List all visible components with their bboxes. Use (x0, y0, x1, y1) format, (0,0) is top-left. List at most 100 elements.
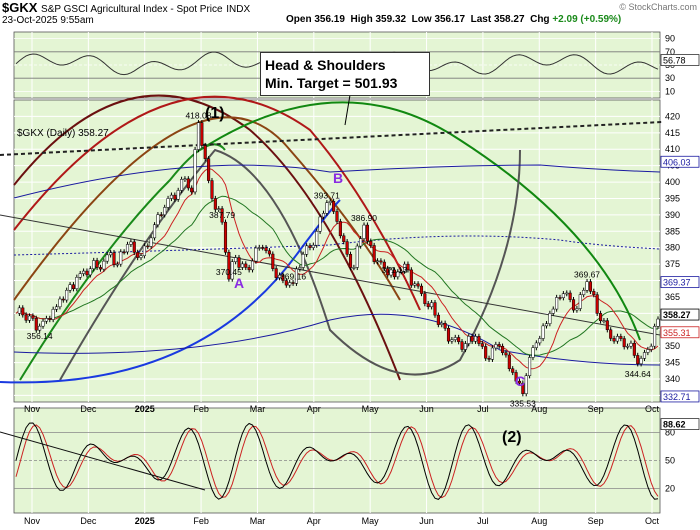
price-candle (419, 285, 424, 294)
last-value-tag (660, 155, 700, 168)
last-value-text: 355.31 (663, 328, 691, 338)
price-candle (440, 322, 444, 325)
x-axis-label-lower: Nov (24, 516, 41, 526)
neckline-dotted (0, 121, 663, 156)
price-candle (305, 245, 309, 255)
price-annotation: 356.14 (27, 331, 53, 341)
price-candle (217, 208, 221, 210)
price-candle (568, 292, 572, 300)
price-candle (166, 198, 170, 208)
price-candle (207, 158, 211, 181)
price-annotation: 370.45 (216, 267, 242, 277)
price-candle (38, 325, 42, 331)
price-candle (254, 247, 258, 262)
price-candle (176, 190, 180, 200)
price-candle (315, 231, 319, 246)
price-candle (190, 187, 194, 193)
x-axis-label: Apr (307, 404, 321, 414)
price-candle (61, 298, 65, 301)
price-candle (105, 254, 109, 262)
price-candle (95, 260, 99, 268)
x-axis-label: Jun (419, 404, 434, 414)
price-candle (369, 240, 373, 246)
price-candle (382, 261, 386, 269)
x-axis-label: Jul (477, 404, 489, 414)
price-candle (646, 349, 650, 353)
price-candle (399, 270, 403, 273)
price-candle (237, 257, 241, 268)
x-axis-label-lower: Feb (193, 516, 209, 526)
price-candle (605, 320, 609, 331)
datetime: 23-Oct-2025 9:55am (2, 15, 94, 26)
stoch-axis-label: 20 (665, 483, 675, 493)
price-candle (649, 345, 653, 350)
price-candle (163, 207, 167, 216)
last-value-tag (660, 276, 700, 289)
price-candle (619, 336, 623, 339)
price-candle (250, 260, 255, 271)
price-candle (227, 252, 231, 280)
price-axis-label: 420 (665, 111, 680, 121)
cycle-arc-brown (13, 116, 401, 301)
price-annotation: 371.13 (381, 265, 407, 275)
x-axis-label-lower: Jul (477, 516, 489, 526)
price-candle (240, 263, 244, 268)
price-candle (599, 313, 603, 322)
price-candle (632, 342, 636, 356)
price-candle (423, 293, 427, 304)
price-candle (332, 201, 336, 212)
price-candle (92, 260, 96, 270)
price-candle (501, 345, 505, 353)
price-candle (75, 277, 79, 289)
price-candle (169, 194, 173, 199)
price-candle (58, 298, 62, 308)
x-axis-label: Dec (80, 404, 97, 414)
stoch-trend-line (0, 431, 206, 491)
price-candle (247, 267, 251, 271)
price-candle (592, 291, 596, 295)
price-candle (294, 268, 299, 284)
rsi-axis-label: 10 (665, 86, 675, 96)
price-candle (359, 238, 363, 247)
price-annotation: 344.64 (625, 369, 651, 379)
x-axis-label: Mar (250, 404, 266, 414)
price-candle (446, 328, 451, 342)
price-annotation: 418.08 (185, 111, 211, 121)
price-candle (541, 325, 545, 339)
stoch-last-tag (660, 418, 700, 430)
price-candle (430, 302, 434, 308)
price-candle (17, 307, 21, 314)
middle-band (13, 235, 661, 256)
upper-band (13, 164, 661, 199)
price-candle (544, 323, 549, 327)
price-candle (102, 260, 106, 270)
price-candle (31, 315, 35, 319)
x-axis-label: Feb (193, 404, 209, 414)
price-candle (528, 357, 532, 376)
last-value-text: 358.27 (663, 310, 691, 320)
price-candle (490, 347, 494, 360)
callout-pointer (344, 94, 351, 126)
price-axis-label: 340 (665, 374, 680, 384)
price-candle (392, 269, 396, 278)
pattern-callout: Head & Shoulders Min. Target = 501.93 (260, 52, 430, 96)
price-candle (460, 341, 464, 350)
price-candle (457, 337, 461, 342)
price-candle (521, 382, 525, 394)
label-a: A (234, 275, 244, 291)
price-candle (352, 267, 356, 269)
price-candle (396, 271, 400, 278)
price-candle (257, 247, 261, 249)
price-candle (372, 245, 376, 262)
rsi-axis-label: 70 (665, 47, 675, 57)
x-axis-label-lower: Aug (531, 516, 547, 526)
price-candle (142, 245, 146, 257)
price-candle (193, 149, 197, 193)
price-candle (588, 281, 592, 292)
price-candle (615, 336, 620, 342)
price-candle (210, 180, 214, 199)
last-value-text: 369.37 (663, 278, 691, 288)
label-c: C (515, 373, 525, 389)
rsi-last-value: 56.78 (663, 56, 686, 66)
price-candle (146, 245, 150, 248)
